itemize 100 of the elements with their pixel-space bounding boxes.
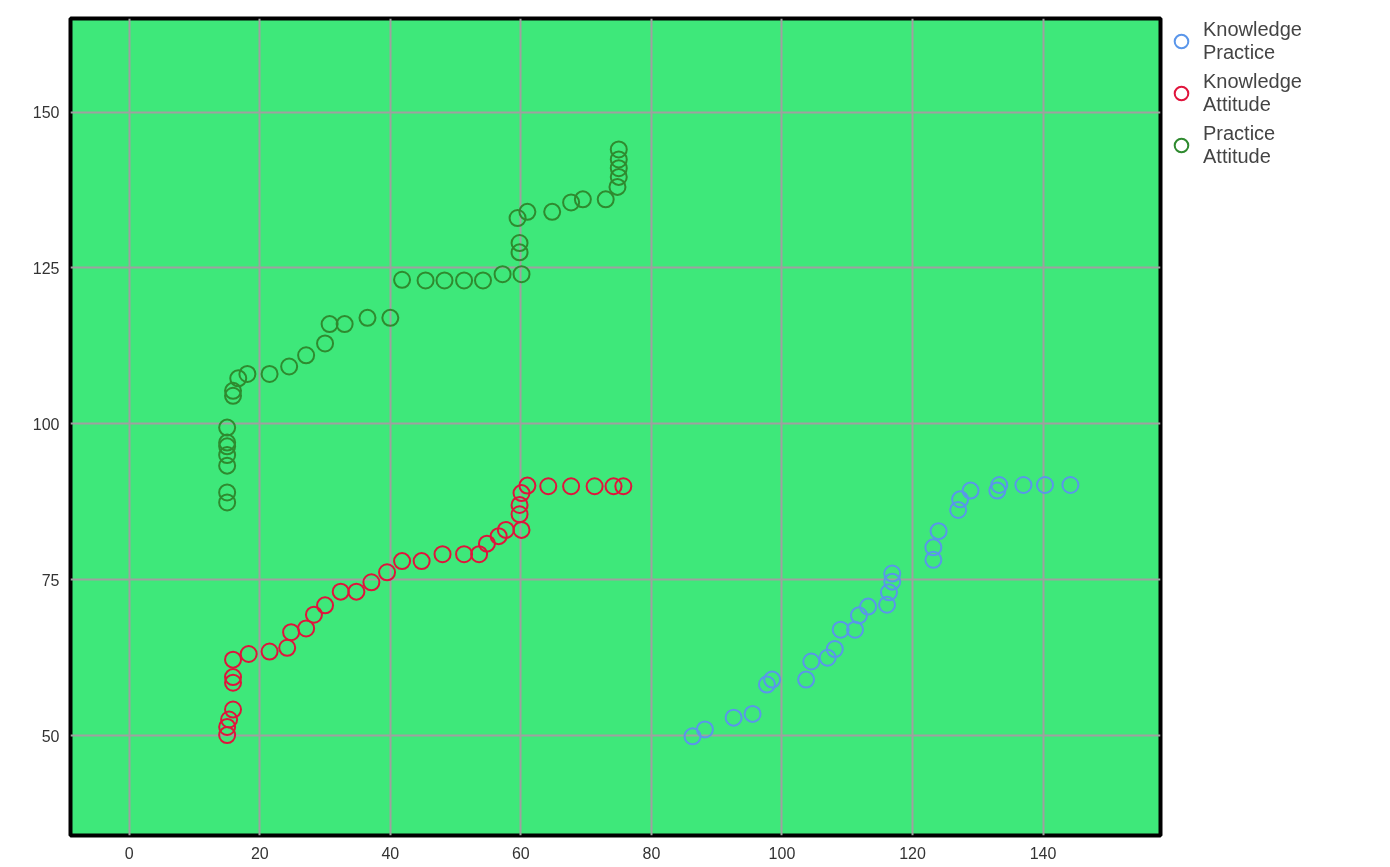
- point: [604, 477, 623, 496]
- point: [433, 545, 452, 564]
- x-tick-label: 140: [1029, 844, 1057, 862]
- x-tick-label: 60: [511, 844, 530, 862]
- point: [949, 500, 968, 519]
- point: [846, 620, 865, 639]
- point: [596, 190, 615, 209]
- x-tick-label: 100: [768, 844, 796, 862]
- point: [239, 645, 258, 663]
- point: [585, 477, 604, 496]
- point: [757, 675, 776, 694]
- point: [470, 545, 489, 564]
- y-tick-label: 75: [41, 571, 60, 589]
- point: [260, 365, 279, 383]
- point: [562, 193, 581, 212]
- point: [1014, 476, 1033, 494]
- x-tick-label: 80: [642, 844, 661, 862]
- point: [455, 545, 474, 564]
- point: [282, 623, 301, 642]
- point: [510, 243, 529, 262]
- point: [218, 437, 237, 456]
- point: [924, 538, 943, 557]
- point: [278, 638, 297, 657]
- point: [297, 619, 316, 638]
- point: [543, 202, 562, 221]
- point: [331, 582, 350, 601]
- point: [1035, 476, 1054, 494]
- point: [797, 670, 816, 689]
- point: [988, 481, 1007, 500]
- point: [393, 552, 412, 571]
- point: [218, 493, 237, 512]
- point: [218, 433, 237, 452]
- point: [218, 483, 237, 502]
- x-tick-label: 120: [899, 844, 926, 862]
- point: [883, 564, 902, 583]
- point: [518, 202, 537, 221]
- point: [316, 334, 335, 353]
- point: [743, 704, 762, 723]
- point: [477, 534, 496, 553]
- point: [316, 596, 335, 615]
- point: [883, 572, 902, 591]
- legend-label: Knowledge Practice: [1203, 18, 1302, 64]
- point: [608, 177, 627, 196]
- point: [1061, 476, 1080, 494]
- y-tick-label: 150: [32, 104, 60, 122]
- point: [362, 573, 381, 592]
- point: [609, 159, 628, 178]
- point: [224, 673, 243, 692]
- point: [859, 597, 878, 616]
- point: [609, 150, 628, 169]
- point: [879, 583, 898, 602]
- point: [224, 700, 243, 719]
- point: [224, 668, 243, 687]
- point: [489, 527, 508, 546]
- y-tick-label: 125: [32, 259, 60, 277]
- point: [512, 484, 531, 503]
- point: [849, 606, 868, 625]
- x-tick-label: 40: [381, 844, 400, 862]
- point: [260, 642, 279, 661]
- point: [510, 505, 529, 524]
- point: [393, 270, 412, 289]
- point: [280, 357, 299, 376]
- y-tick-label: 50: [41, 727, 60, 745]
- point: [990, 476, 1009, 494]
- point: [474, 271, 492, 290]
- point: [218, 446, 237, 465]
- point: [508, 209, 527, 228]
- point: [562, 477, 581, 496]
- point: [961, 481, 980, 500]
- point: [218, 456, 237, 475]
- point: [224, 381, 243, 400]
- point: [297, 346, 316, 365]
- point: [609, 167, 628, 186]
- point: [510, 234, 529, 252]
- point: [229, 369, 248, 388]
- point: [512, 520, 531, 539]
- point: [496, 520, 515, 539]
- point: [512, 265, 531, 284]
- legend-label: Knowledge Attitude: [1203, 70, 1302, 116]
- point: [220, 710, 239, 729]
- x-tick-label: 0: [124, 844, 134, 862]
- point: [378, 563, 397, 582]
- point: [381, 308, 400, 327]
- point: [802, 652, 821, 671]
- y-tick-label: 100: [32, 415, 60, 433]
- legend-label: Practice Attitude: [1203, 122, 1276, 168]
- point: [951, 490, 970, 509]
- point: [878, 595, 897, 614]
- point: [683, 727, 702, 746]
- point: [416, 271, 435, 290]
- point: [412, 552, 431, 571]
- point: [224, 386, 243, 405]
- point: [347, 582, 366, 601]
- point: [320, 315, 339, 334]
- point: [539, 477, 558, 496]
- point: [825, 640, 844, 659]
- point: [831, 620, 850, 639]
- point: [335, 315, 354, 334]
- point: [238, 365, 257, 383]
- point: [818, 648, 837, 667]
